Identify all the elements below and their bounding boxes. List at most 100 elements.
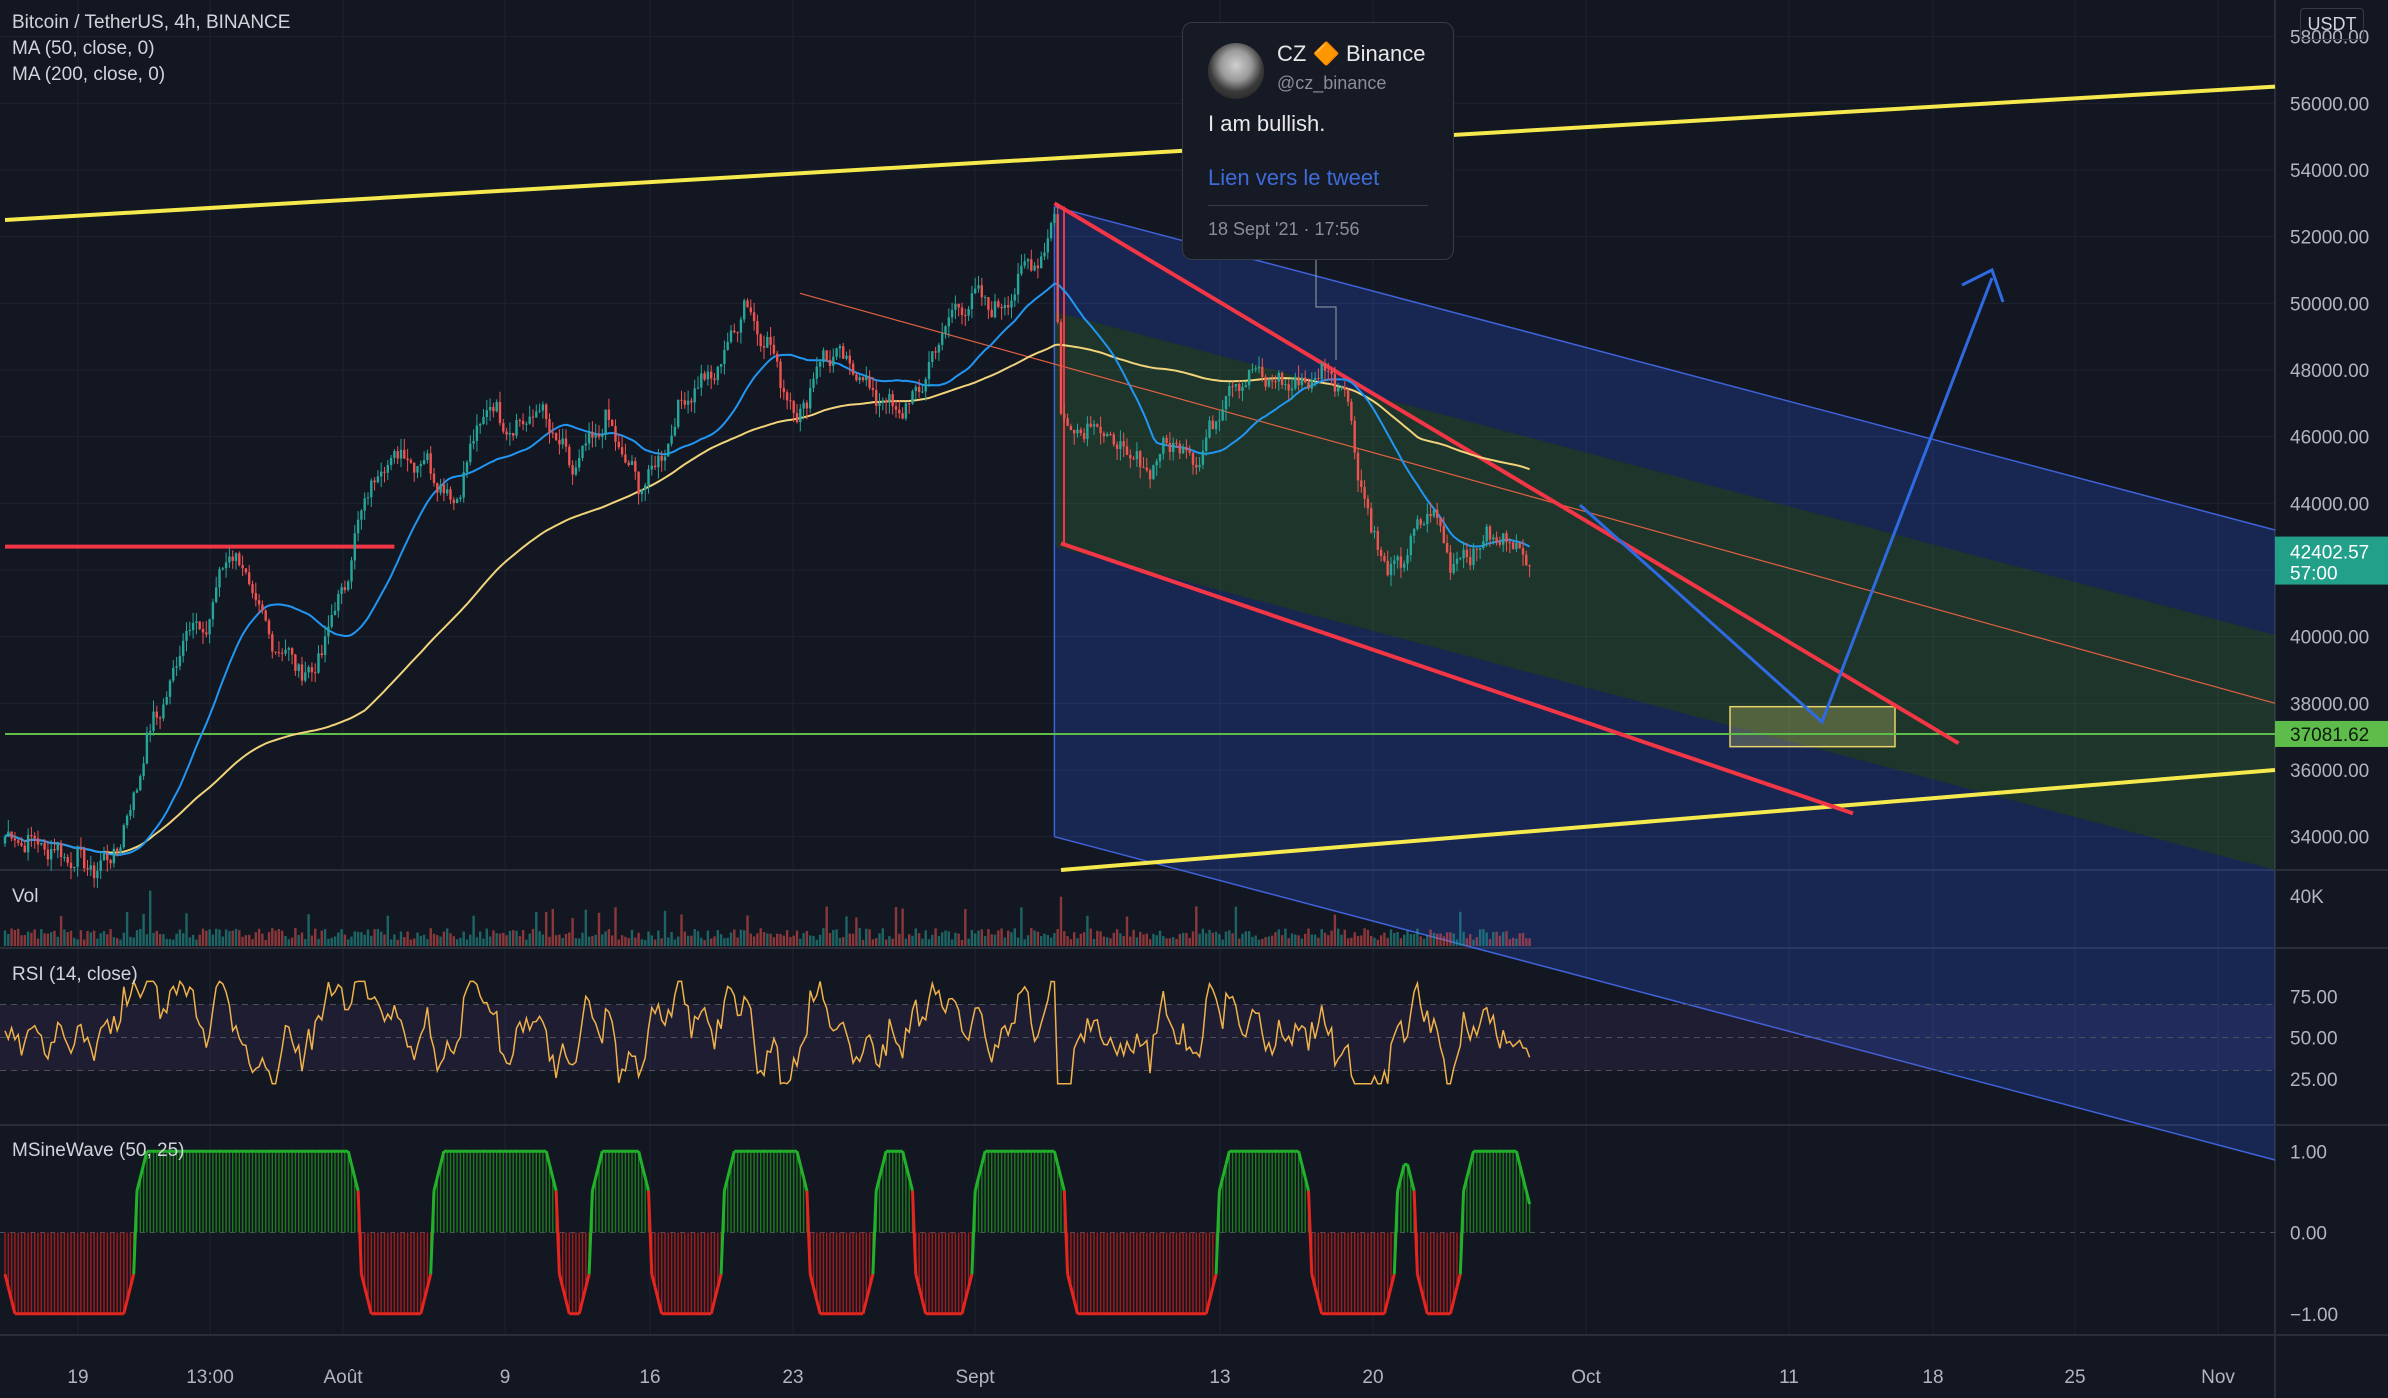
volume-bar <box>653 939 657 946</box>
candle-body <box>205 632 208 635</box>
volume-bar <box>1162 936 1165 946</box>
volume-bar <box>1323 932 1327 946</box>
candle-body <box>396 451 399 459</box>
volume-bar <box>950 939 954 946</box>
candle-body <box>1393 560 1396 564</box>
candle-body <box>835 348 838 357</box>
volume-bar <box>1201 928 1205 946</box>
volume-bar <box>462 931 465 946</box>
candle-body <box>752 312 756 322</box>
candle-body <box>931 351 934 362</box>
volume-bar <box>587 936 591 946</box>
sine-line <box>808 1273 815 1288</box>
volume-bar <box>485 928 488 946</box>
candle-body <box>1472 548 1475 566</box>
volume-bar <box>1059 896 1063 946</box>
rsi-label[interactable]: RSI (14, close) <box>12 964 138 985</box>
sine-line <box>544 1150 551 1165</box>
candle-body <box>739 319 743 333</box>
candle-body <box>1238 384 1241 391</box>
candle-body <box>538 410 541 412</box>
candle-body <box>406 458 409 461</box>
candle-body <box>1310 380 1313 389</box>
symbol-title[interactable]: Bitcoin / TetherUS, 4h, BINANCE <box>12 12 291 33</box>
candle-body <box>594 434 597 438</box>
volume-bar <box>1412 934 1416 946</box>
candle-body <box>482 416 485 424</box>
ma200-legend[interactable]: MA (200, close, 0) <box>12 64 166 85</box>
volume-bar <box>696 931 700 946</box>
volume-label[interactable]: Vol <box>12 886 39 907</box>
volume-bar <box>865 928 868 946</box>
candle-body <box>1148 470 1152 480</box>
candle-body <box>1023 261 1026 266</box>
candle-body <box>574 467 578 475</box>
candle-body <box>116 848 119 853</box>
candle-body <box>449 489 452 500</box>
volume-bar <box>102 931 106 946</box>
volume-bar <box>792 935 795 946</box>
volume-bar <box>1129 936 1132 946</box>
volume-bar <box>1287 938 1290 946</box>
candle-body <box>1307 382 1310 389</box>
divider <box>1208 205 1428 206</box>
candle-body <box>221 568 224 570</box>
volume-bar <box>452 936 455 946</box>
volume-bar <box>805 931 809 946</box>
sine-line <box>1406 1164 1413 1179</box>
volume-bar <box>33 929 36 946</box>
candle-body <box>515 420 518 436</box>
sine-tick: −1.00 <box>2290 1305 2338 1326</box>
candle-body <box>1419 519 1422 525</box>
candle-body <box>465 462 469 473</box>
candle-body <box>591 432 594 438</box>
volume-bar <box>743 930 746 946</box>
volume-bar <box>858 928 861 946</box>
volume-bar <box>1010 932 1013 946</box>
volume-bar <box>782 935 785 946</box>
volume-bar <box>993 934 997 946</box>
sinewave-label[interactable]: MSineWave (50, 25) <box>12 1140 185 1161</box>
currency-button[interactable]: USDT <box>2300 8 2364 40</box>
candle-body <box>109 860 112 864</box>
tweet-link[interactable]: Lien vers le tweet <box>1208 165 1380 190</box>
volume-bar <box>172 939 175 946</box>
volume-bar <box>56 936 59 946</box>
sine-line <box>729 1150 736 1165</box>
candle-body <box>76 848 79 867</box>
candle-body <box>314 672 317 674</box>
volume-bar <box>271 928 274 946</box>
candle-body <box>1274 381 1277 383</box>
volume-bar <box>1016 937 1020 946</box>
chart-legend: Bitcoin / TetherUS, 4h, BINANCE MA (50, … <box>12 10 290 88</box>
volume-bar <box>673 939 677 946</box>
candle-body <box>1218 420 1221 422</box>
volume-bar <box>122 932 125 946</box>
candle-body <box>1129 454 1132 459</box>
volume-bar <box>601 934 604 946</box>
candle-body <box>769 336 772 345</box>
candle-body <box>1162 437 1165 454</box>
volume-bar <box>353 931 356 946</box>
volume-bar <box>66 932 69 946</box>
volume-bar <box>1221 939 1224 946</box>
candle-body <box>469 443 472 463</box>
candle-body <box>888 394 891 403</box>
candle-body <box>1152 465 1155 480</box>
candle-body <box>155 711 158 718</box>
sine-line <box>1217 1177 1225 1192</box>
volume-bar <box>848 933 851 946</box>
sine-line <box>425 1273 433 1288</box>
ma50-legend[interactable]: MA (50, close, 0) <box>12 38 155 59</box>
candle-body <box>1063 413 1066 419</box>
volume-bar <box>967 938 970 946</box>
volume-pane <box>3 890 1531 946</box>
candle-body <box>1267 380 1271 387</box>
candle-body <box>937 344 941 353</box>
sine-line <box>432 1177 439 1192</box>
candle-body <box>960 307 964 316</box>
volume-bar <box>1492 931 1495 946</box>
candle-body <box>416 466 419 473</box>
volume-bar <box>927 939 931 946</box>
